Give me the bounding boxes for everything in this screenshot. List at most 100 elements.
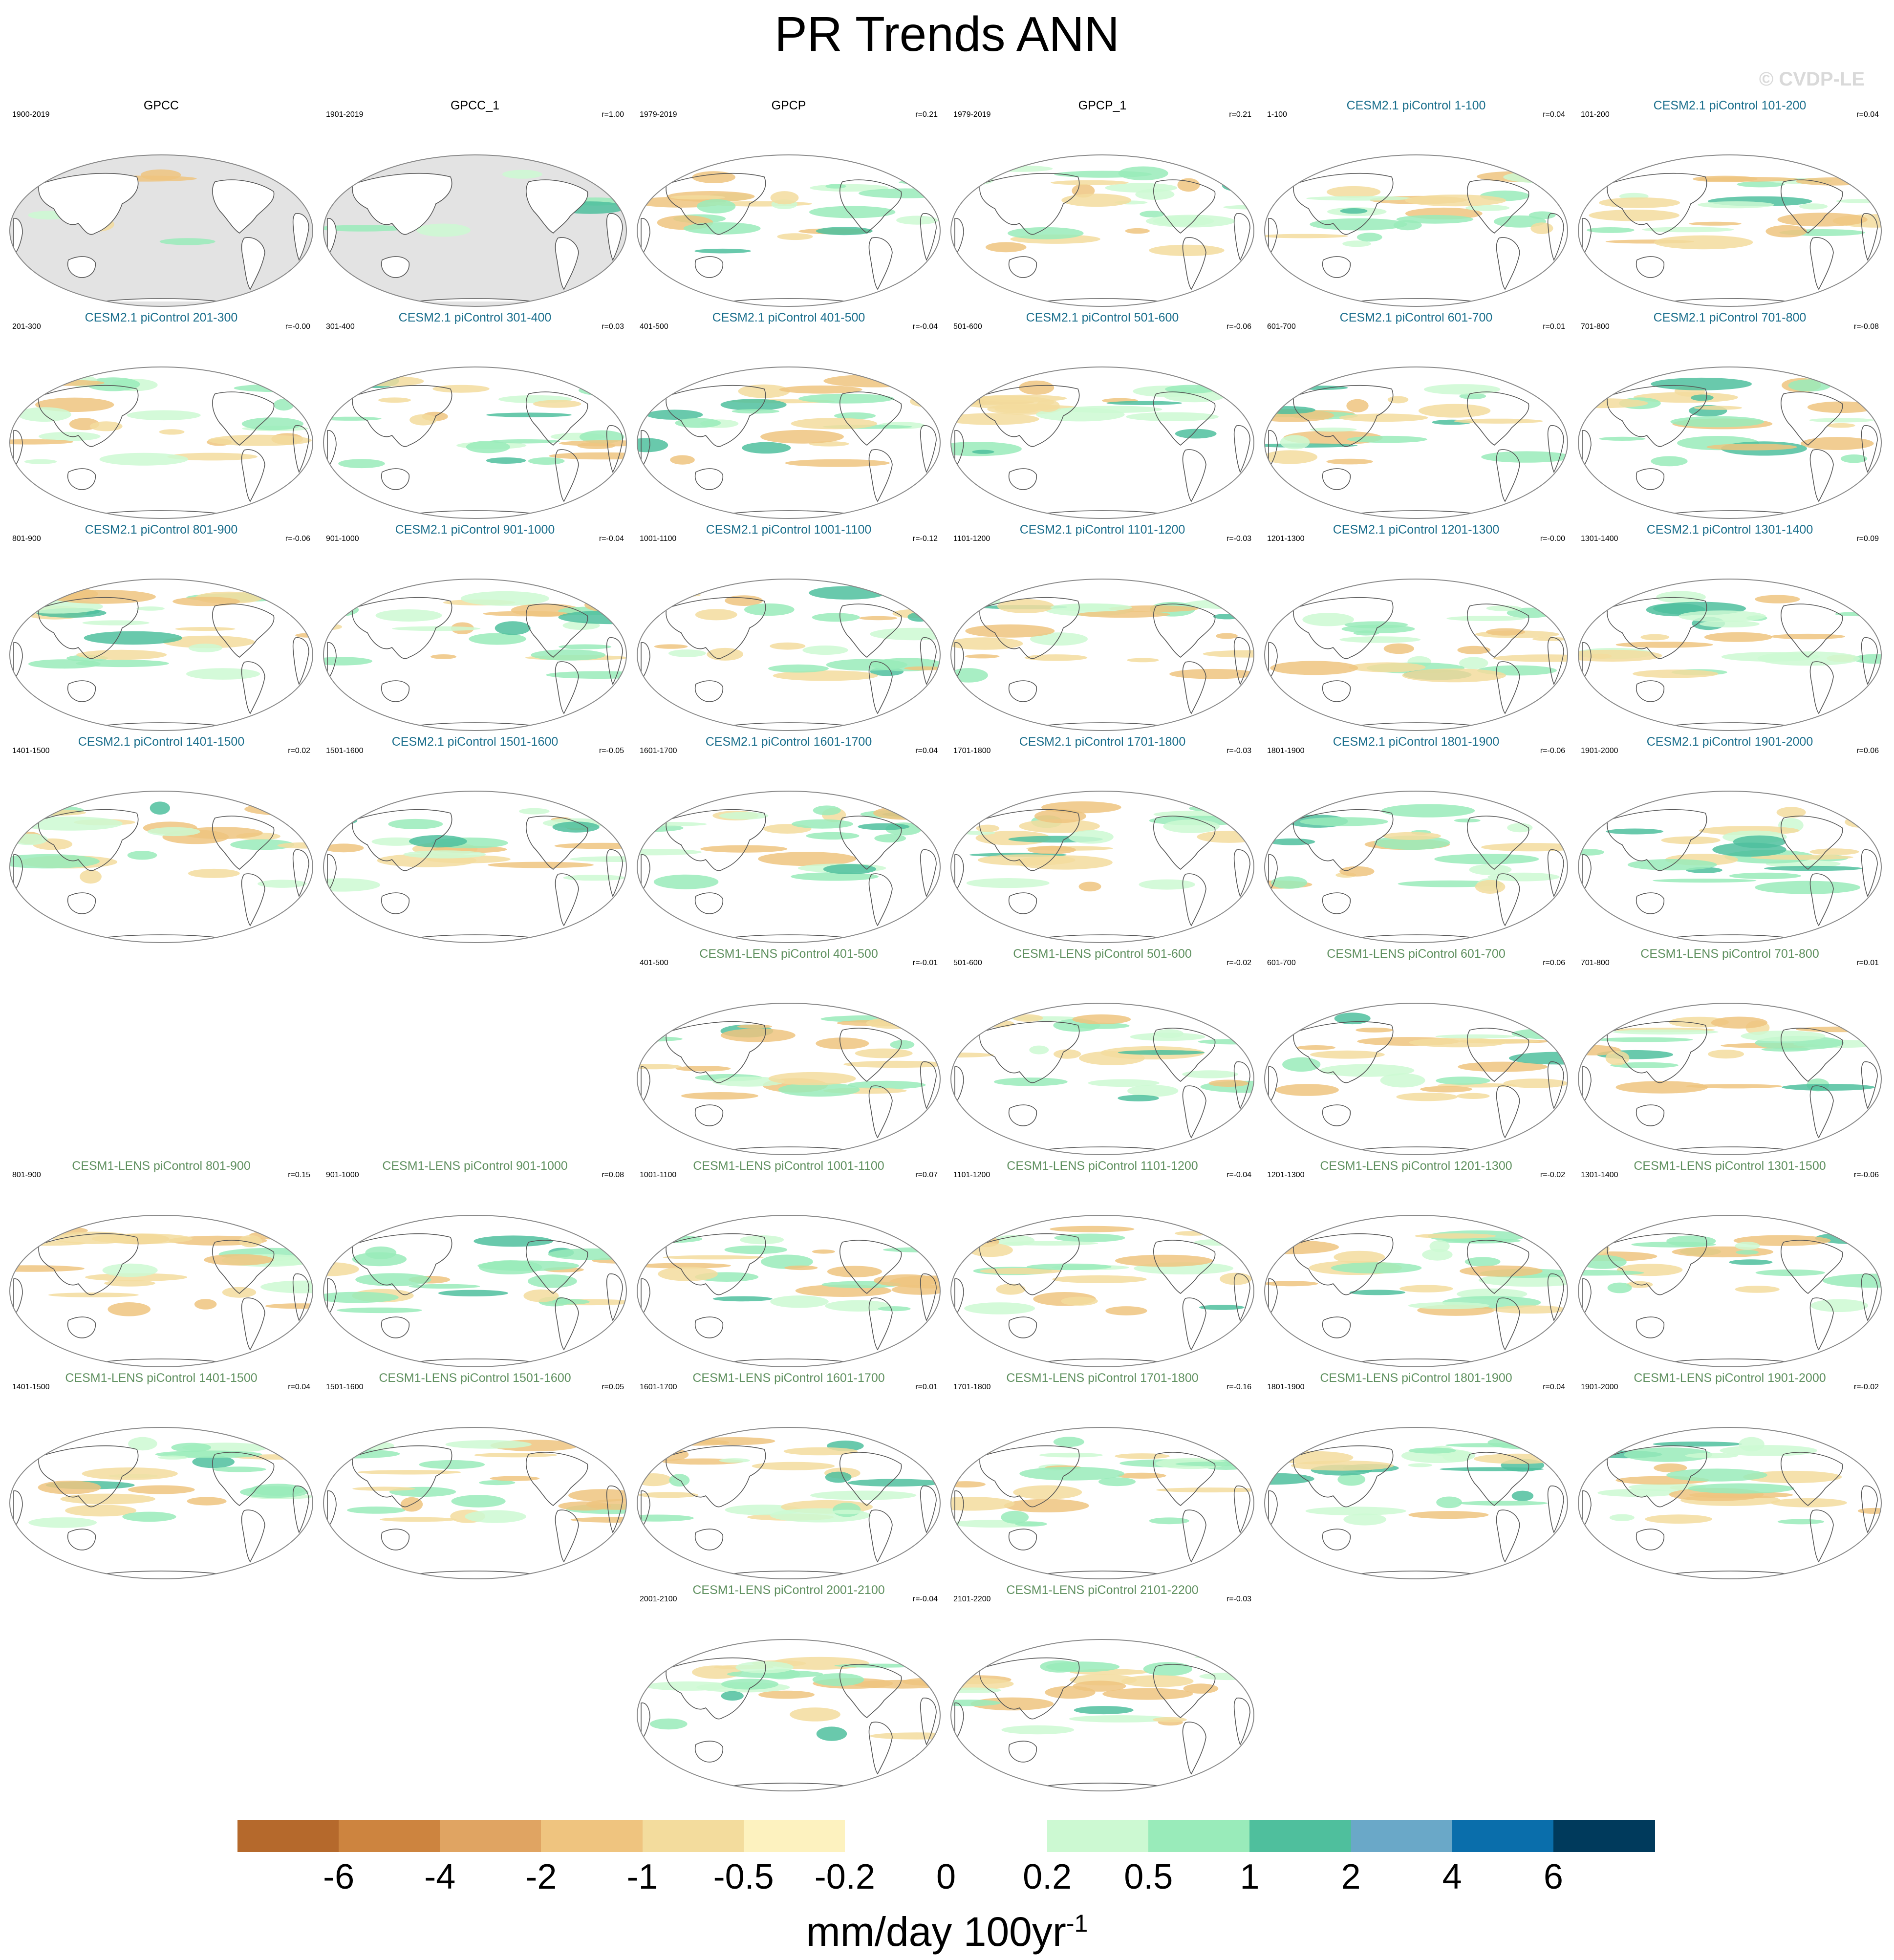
colorbar-tick-label: -2	[525, 1857, 557, 1896]
panel-title: CESM1-LENS piControl 1101-1200	[1007, 1159, 1198, 1173]
panel-period: 1901-2000	[1581, 747, 1618, 755]
panel-title: CESM2.1 piControl 1301-1400	[1646, 523, 1813, 537]
panel-title: CESM2.1 piControl 201-300	[85, 311, 238, 324]
panel-correlation: r=-0.03	[1226, 535, 1251, 543]
panel-correlation: r=0.21	[915, 110, 938, 119]
globe-map	[9, 1215, 313, 1367]
globe-map	[637, 366, 941, 519]
panel-correlation: r=-0.16	[1226, 1383, 1251, 1391]
map-panel: CESM2.1 piControl 1301-1400 1301-1400 r=0.…	[1573, 522, 1886, 734]
panel-period: 1301-1400	[1581, 535, 1618, 543]
panel-period: 2001-2100	[640, 1595, 677, 1603]
map-panel: CESM1-LENS piControl 901-1000 901-1000 r=0…	[319, 1158, 631, 1371]
colorbar-tick-label: -0.5	[713, 1857, 774, 1896]
map-panel: GPCP_1 1979-2019 r=0.21	[946, 98, 1259, 310]
panel-correlation: r=0.04	[1543, 1383, 1565, 1391]
colorbar	[237, 1820, 1655, 1852]
map-panel: CESM1-LENS piControl 401-500 401-500 r=-0.…	[632, 946, 945, 1159]
watermark: © CVDP-LE	[1759, 68, 1865, 90]
panel-title: CESM2.1 piControl 801-900	[85, 523, 238, 537]
globe-map	[9, 154, 313, 307]
panel-title: CESM2.1 piControl 1001-1100	[706, 523, 872, 537]
globe-map	[637, 791, 941, 943]
colorbar-cell	[1452, 1820, 1554, 1852]
panel-correlation: r=-0.04	[1226, 1171, 1251, 1179]
panel-correlation: r=0.06	[1856, 747, 1879, 755]
globe-map	[1578, 1003, 1882, 1155]
globe-map	[637, 154, 941, 307]
colorbar-cell	[440, 1820, 542, 1852]
colorbar-cell	[541, 1820, 643, 1852]
panel-title: CESM2.1 piControl 1701-1800	[1019, 735, 1186, 749]
globe-map	[1578, 1427, 1882, 1579]
panel-period: 1701-1800	[953, 747, 991, 755]
map-panel: GPCC 1900-2019	[5, 98, 318, 310]
panel-correlation: r=0.15	[288, 1171, 310, 1179]
colorbar-cell	[1351, 1820, 1453, 1852]
map-panel: CESM2.1 piControl 1201-1300 1201-1300 r=-0…	[1260, 522, 1572, 734]
panel-period: 2101-2200	[953, 1595, 991, 1603]
map-panel: CESM1-LENS piControl 1201-1300 1201-1300 r…	[1260, 1158, 1572, 1371]
globe-map	[637, 1215, 941, 1367]
panel-title: CESM2.1 piControl 1101-1200	[1019, 523, 1185, 537]
globe-map	[1264, 366, 1568, 519]
map-panel: CESM1-LENS piControl 1801-1900 1801-1900 r…	[1260, 1370, 1572, 1583]
panel-correlation: r=-0.03	[1226, 1595, 1251, 1603]
panel-title: CESM2.1 piControl 901-1000	[395, 523, 555, 537]
map-panel: CESM1-LENS piControl 2101-2200 2101-2200 r…	[946, 1582, 1259, 1795]
panel-period: 1801-1900	[1267, 747, 1305, 755]
panel-title: CESM2.1 piControl 1201-1300	[1333, 523, 1500, 537]
panel-period: 1401-1500	[12, 747, 50, 755]
panel-correlation: r=0.02	[288, 747, 310, 755]
panel-correlation: r=-0.04	[599, 535, 624, 543]
globe-map	[950, 154, 1254, 307]
globe-map	[1578, 791, 1882, 943]
map-panel: CESM2.1 piControl 1801-1900 1801-1900 r=-0…	[1260, 734, 1572, 947]
panel-title: CESM2.1 piControl 1601-1700	[705, 735, 872, 749]
colorbar-tick-label: -6	[323, 1857, 355, 1896]
map-panel: GPCC_1 1901-2019 r=1.00	[319, 98, 631, 310]
globe-map	[950, 1003, 1254, 1155]
panel-correlation: r=0.08	[602, 1171, 624, 1179]
panel-period: 1-100	[1267, 110, 1287, 119]
panel-title: CESM1-LENS piControl 501-600	[1013, 947, 1192, 961]
map-panel: CESM2.1 piControl 201-300 201-300 r=-0.00	[5, 310, 318, 522]
globe-map	[323, 1427, 627, 1579]
units-exponent: -1	[1066, 1910, 1088, 1937]
panel-period: 1401-1500	[12, 1383, 50, 1391]
panel-title: GPCP	[771, 99, 806, 112]
globe-map	[323, 1215, 627, 1367]
panel-period: 401-500	[640, 323, 668, 331]
panel-title: CESM2.1 piControl 301-400	[398, 311, 552, 324]
panel-period: 1701-1800	[953, 1383, 991, 1391]
colorbar-tick-label: 0.2	[1023, 1857, 1072, 1896]
panel-correlation: r=0.01	[915, 1383, 938, 1391]
units-text: mm/day 100yr	[806, 1909, 1066, 1955]
map-panel: CESM2.1 piControl 1601-1700 1601-1700 r=0.…	[632, 734, 945, 947]
panel-correlation: r=-0.05	[599, 747, 624, 755]
colorbar-tick-label: -4	[424, 1857, 456, 1896]
panel-period: 1501-1600	[326, 1383, 364, 1391]
map-panel: CESM1-LENS piControl 1301-1500 1301-1400 r…	[1573, 1158, 1886, 1371]
globe-map	[9, 579, 313, 731]
globe-map	[1264, 154, 1568, 307]
panel-correlation: r=-0.04	[912, 1595, 938, 1603]
globe-map	[9, 366, 313, 519]
panel-period: 1801-1900	[1267, 1383, 1305, 1391]
panel-title: GPCC	[143, 99, 179, 112]
map-panel: CESM1-LENS piControl 1401-1500 1401-1500 r…	[5, 1370, 318, 1583]
map-panel: CESM2.1 piControl 501-600 501-600 r=-0.06	[946, 310, 1259, 522]
map-panel: CESM2.1 piControl 701-800 701-800 r=-0.08	[1573, 310, 1886, 522]
panel-correlation: r=0.07	[915, 1171, 938, 1179]
map-panel: CESM2.1 piControl 301-400 301-400 r=0.03	[319, 310, 631, 522]
map-panel: CESM1-LENS piControl 1601-1700 1601-1700 r…	[632, 1370, 945, 1583]
panel-correlation: r=1.00	[602, 110, 624, 119]
colorbar-tick-label: 2	[1341, 1857, 1361, 1896]
map-panel: CESM2.1 piControl 901-1000 901-1000 r=-0.0…	[319, 522, 631, 734]
panel-title: CESM2.1 piControl 101-200	[1653, 99, 1807, 112]
map-panel: CESM2.1 piControl 1701-1800 1701-1800 r=-0…	[946, 734, 1259, 947]
colorbar-cell	[1553, 1820, 1655, 1852]
panel-title: CESM1-LENS piControl 1801-1900	[1320, 1371, 1512, 1385]
colorbar-cell	[1249, 1820, 1352, 1852]
colorbar-cell	[642, 1820, 744, 1852]
